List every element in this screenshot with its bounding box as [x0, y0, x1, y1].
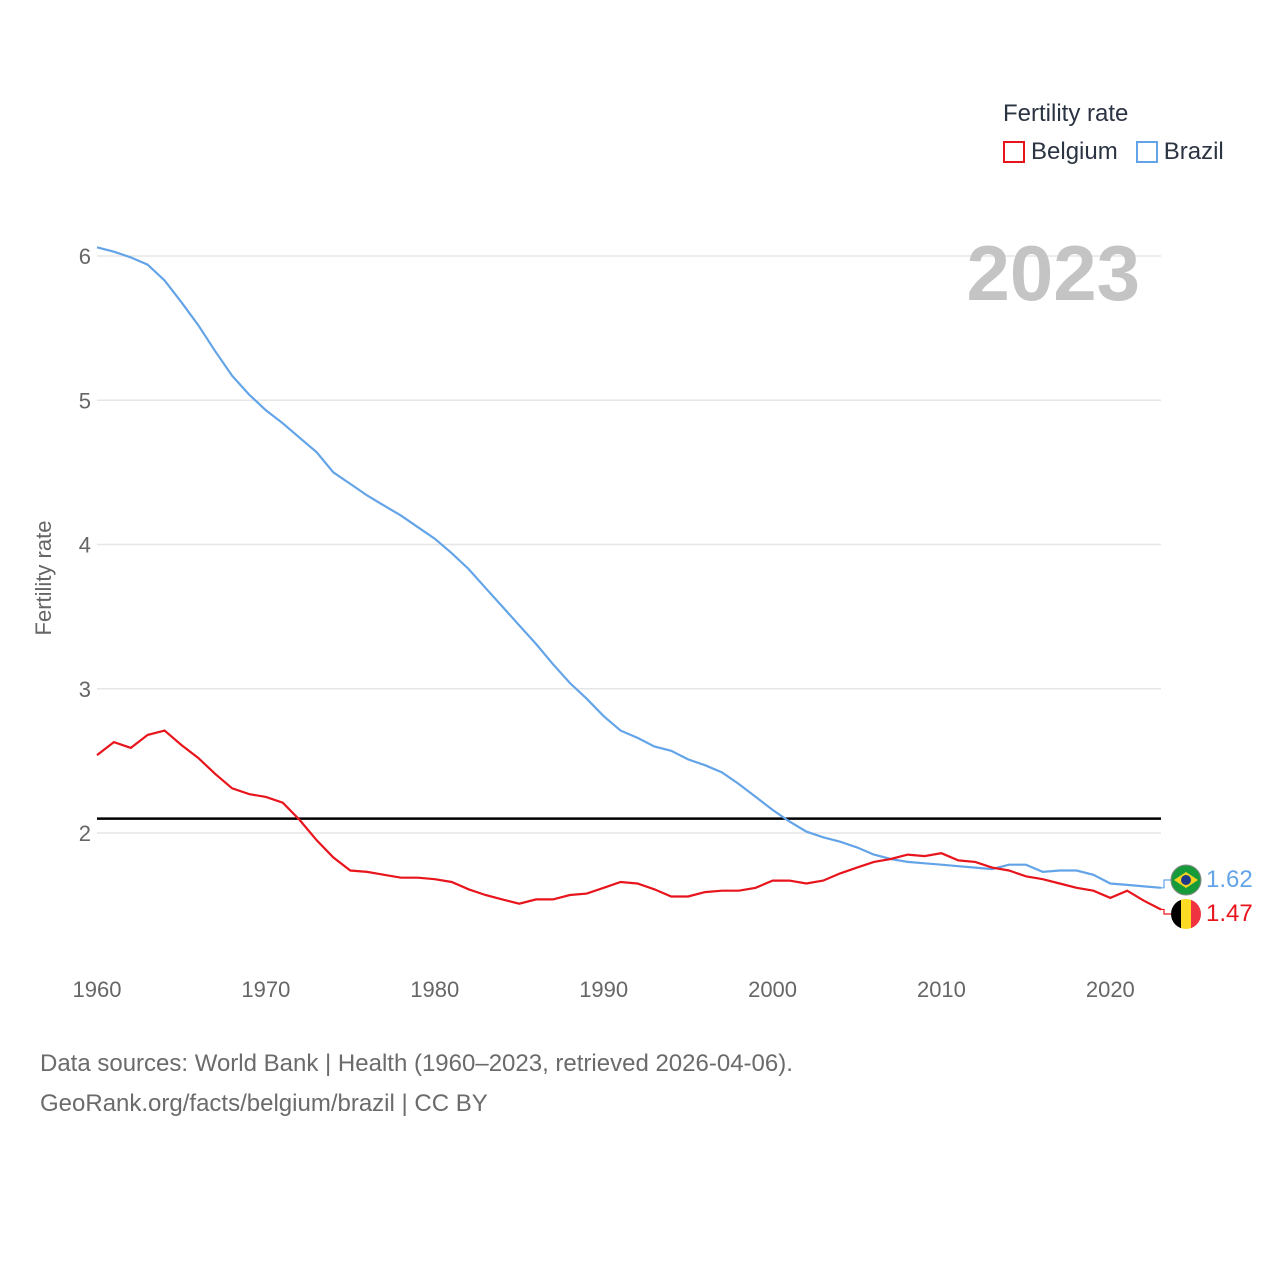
x-axis-ticks: 1960 1970 1980 1990 2000 2010 2020: [73, 977, 1135, 1002]
source-line-2: GeoRank.org/facts/belgium/brazil | CC BY: [40, 1090, 488, 1117]
legend-swatch-brazil: [1135, 141, 1158, 163]
x-tick-label: 1970: [241, 977, 290, 1002]
y-axis-title: Fertility rate: [31, 521, 56, 636]
series-line-brazil: [96, 246, 1162, 889]
y-axis-ticks: 2 3 4 5 6: [79, 244, 91, 846]
x-tick-label: 1980: [410, 977, 459, 1002]
y-tick-label: 5: [79, 388, 91, 413]
series-line-belgium: [96, 729, 1162, 911]
belgium-end-connector: [1161, 908, 1171, 915]
legend-label-belgium: Belgium: [1031, 138, 1118, 165]
legend-label-brazil: Brazil: [1163, 138, 1224, 165]
legend-item-brazil[interactable]: Brazil: [1135, 138, 1224, 166]
x-tick-label: 2020: [1086, 977, 1135, 1002]
x-tick-label: 2010: [917, 977, 966, 1002]
current-year-label: 2023: [966, 229, 1140, 317]
y-tick-label: 4: [79, 533, 91, 558]
grid-lines: [97, 255, 1161, 834]
brazil-flag-icon: [1170, 864, 1202, 896]
legend: Fertility rate Belgium Brazil: [1003, 100, 1242, 166]
belgium-end-value: 1.47: [1206, 900, 1253, 927]
legend-swatch-belgium: [1003, 141, 1025, 163]
x-tick-label: 1990: [579, 977, 628, 1002]
data-source: Data sources: World Bank | Health (1960–…: [40, 1044, 793, 1124]
legend-item-belgium[interactable]: Belgium: [1003, 138, 1118, 166]
legend-title: Fertility rate: [1003, 100, 1129, 127]
belgium-flag-icon: [1171, 899, 1201, 929]
x-tick-label: 2000: [748, 977, 797, 1002]
y-tick-label: 6: [79, 244, 91, 269]
source-line-1: Data sources: World Bank | Health (1960–…: [40, 1050, 793, 1077]
brazil-end-value: 1.62: [1206, 866, 1253, 893]
x-tick-label: 1960: [73, 977, 122, 1002]
brazil-end-connector: [1161, 879, 1171, 889]
y-tick-label: 3: [79, 677, 91, 702]
y-tick-label: 2: [79, 821, 91, 846]
